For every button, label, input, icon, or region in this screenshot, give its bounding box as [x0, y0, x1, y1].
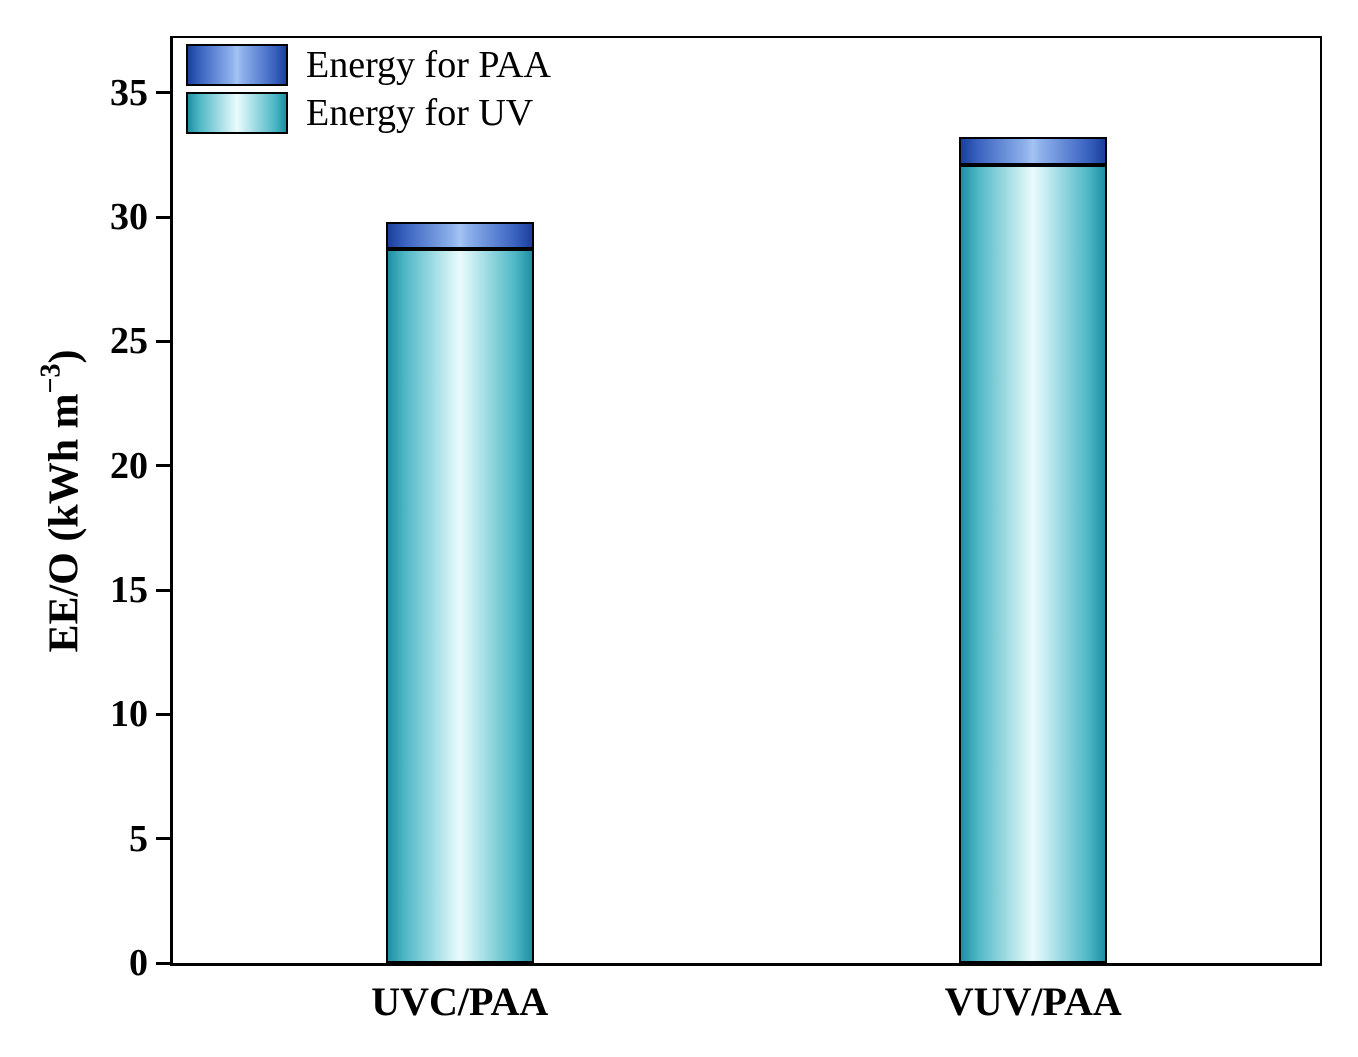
x-category-label-uvc-paa: UVC/PAA — [371, 979, 549, 1024]
bar-segment-uv-vuv-paa — [959, 164, 1108, 963]
y-tick-label: 5 — [129, 817, 148, 860]
y-tick-label: 0 — [129, 942, 148, 984]
y-axis-tick-mark — [156, 464, 170, 468]
y-tick-label: 35 — [110, 71, 148, 114]
y-axis-title-superscript: −3 — [35, 363, 67, 394]
y-axis-tick-mark — [156, 91, 170, 95]
y-axis-tick-mark — [156, 837, 170, 841]
y-axis-tick-mark — [156, 712, 170, 716]
bar-segment-paa-uvc-paa — [385, 222, 534, 250]
y-tick-label: 20 — [110, 444, 148, 487]
y-axis-tick-mark — [156, 588, 170, 592]
legend-label-uv: Energy for UV — [306, 92, 534, 134]
y-tick-label: 30 — [110, 196, 148, 239]
legend-entry-paa: Energy for PAA — [186, 44, 551, 86]
y-axis-tick-mark — [156, 215, 170, 219]
plot-area — [170, 36, 1322, 966]
legend-entry-uv: Energy for UV — [186, 92, 551, 134]
bar-segment-paa-vuv-paa — [959, 137, 1108, 165]
legend: Energy for PAA Energy for UV — [186, 44, 551, 140]
legend-swatch-paa — [186, 44, 288, 86]
legend-label-paa: Energy for PAA — [306, 44, 551, 86]
y-tick-label: 15 — [110, 569, 148, 612]
y-axis-tick-mark — [156, 961, 170, 965]
x-category-label-vuv-paa: VUV/PAA — [944, 979, 1122, 1024]
legend-swatch-uv — [186, 92, 288, 134]
y-tick-label: 10 — [110, 693, 148, 736]
y-axis-title-text: EE/O (kWh m — [41, 393, 88, 653]
y-tick-label: 25 — [110, 320, 148, 363]
y-axis-tick-mark — [156, 339, 170, 343]
bar-segment-uv-uvc-paa — [385, 249, 534, 963]
